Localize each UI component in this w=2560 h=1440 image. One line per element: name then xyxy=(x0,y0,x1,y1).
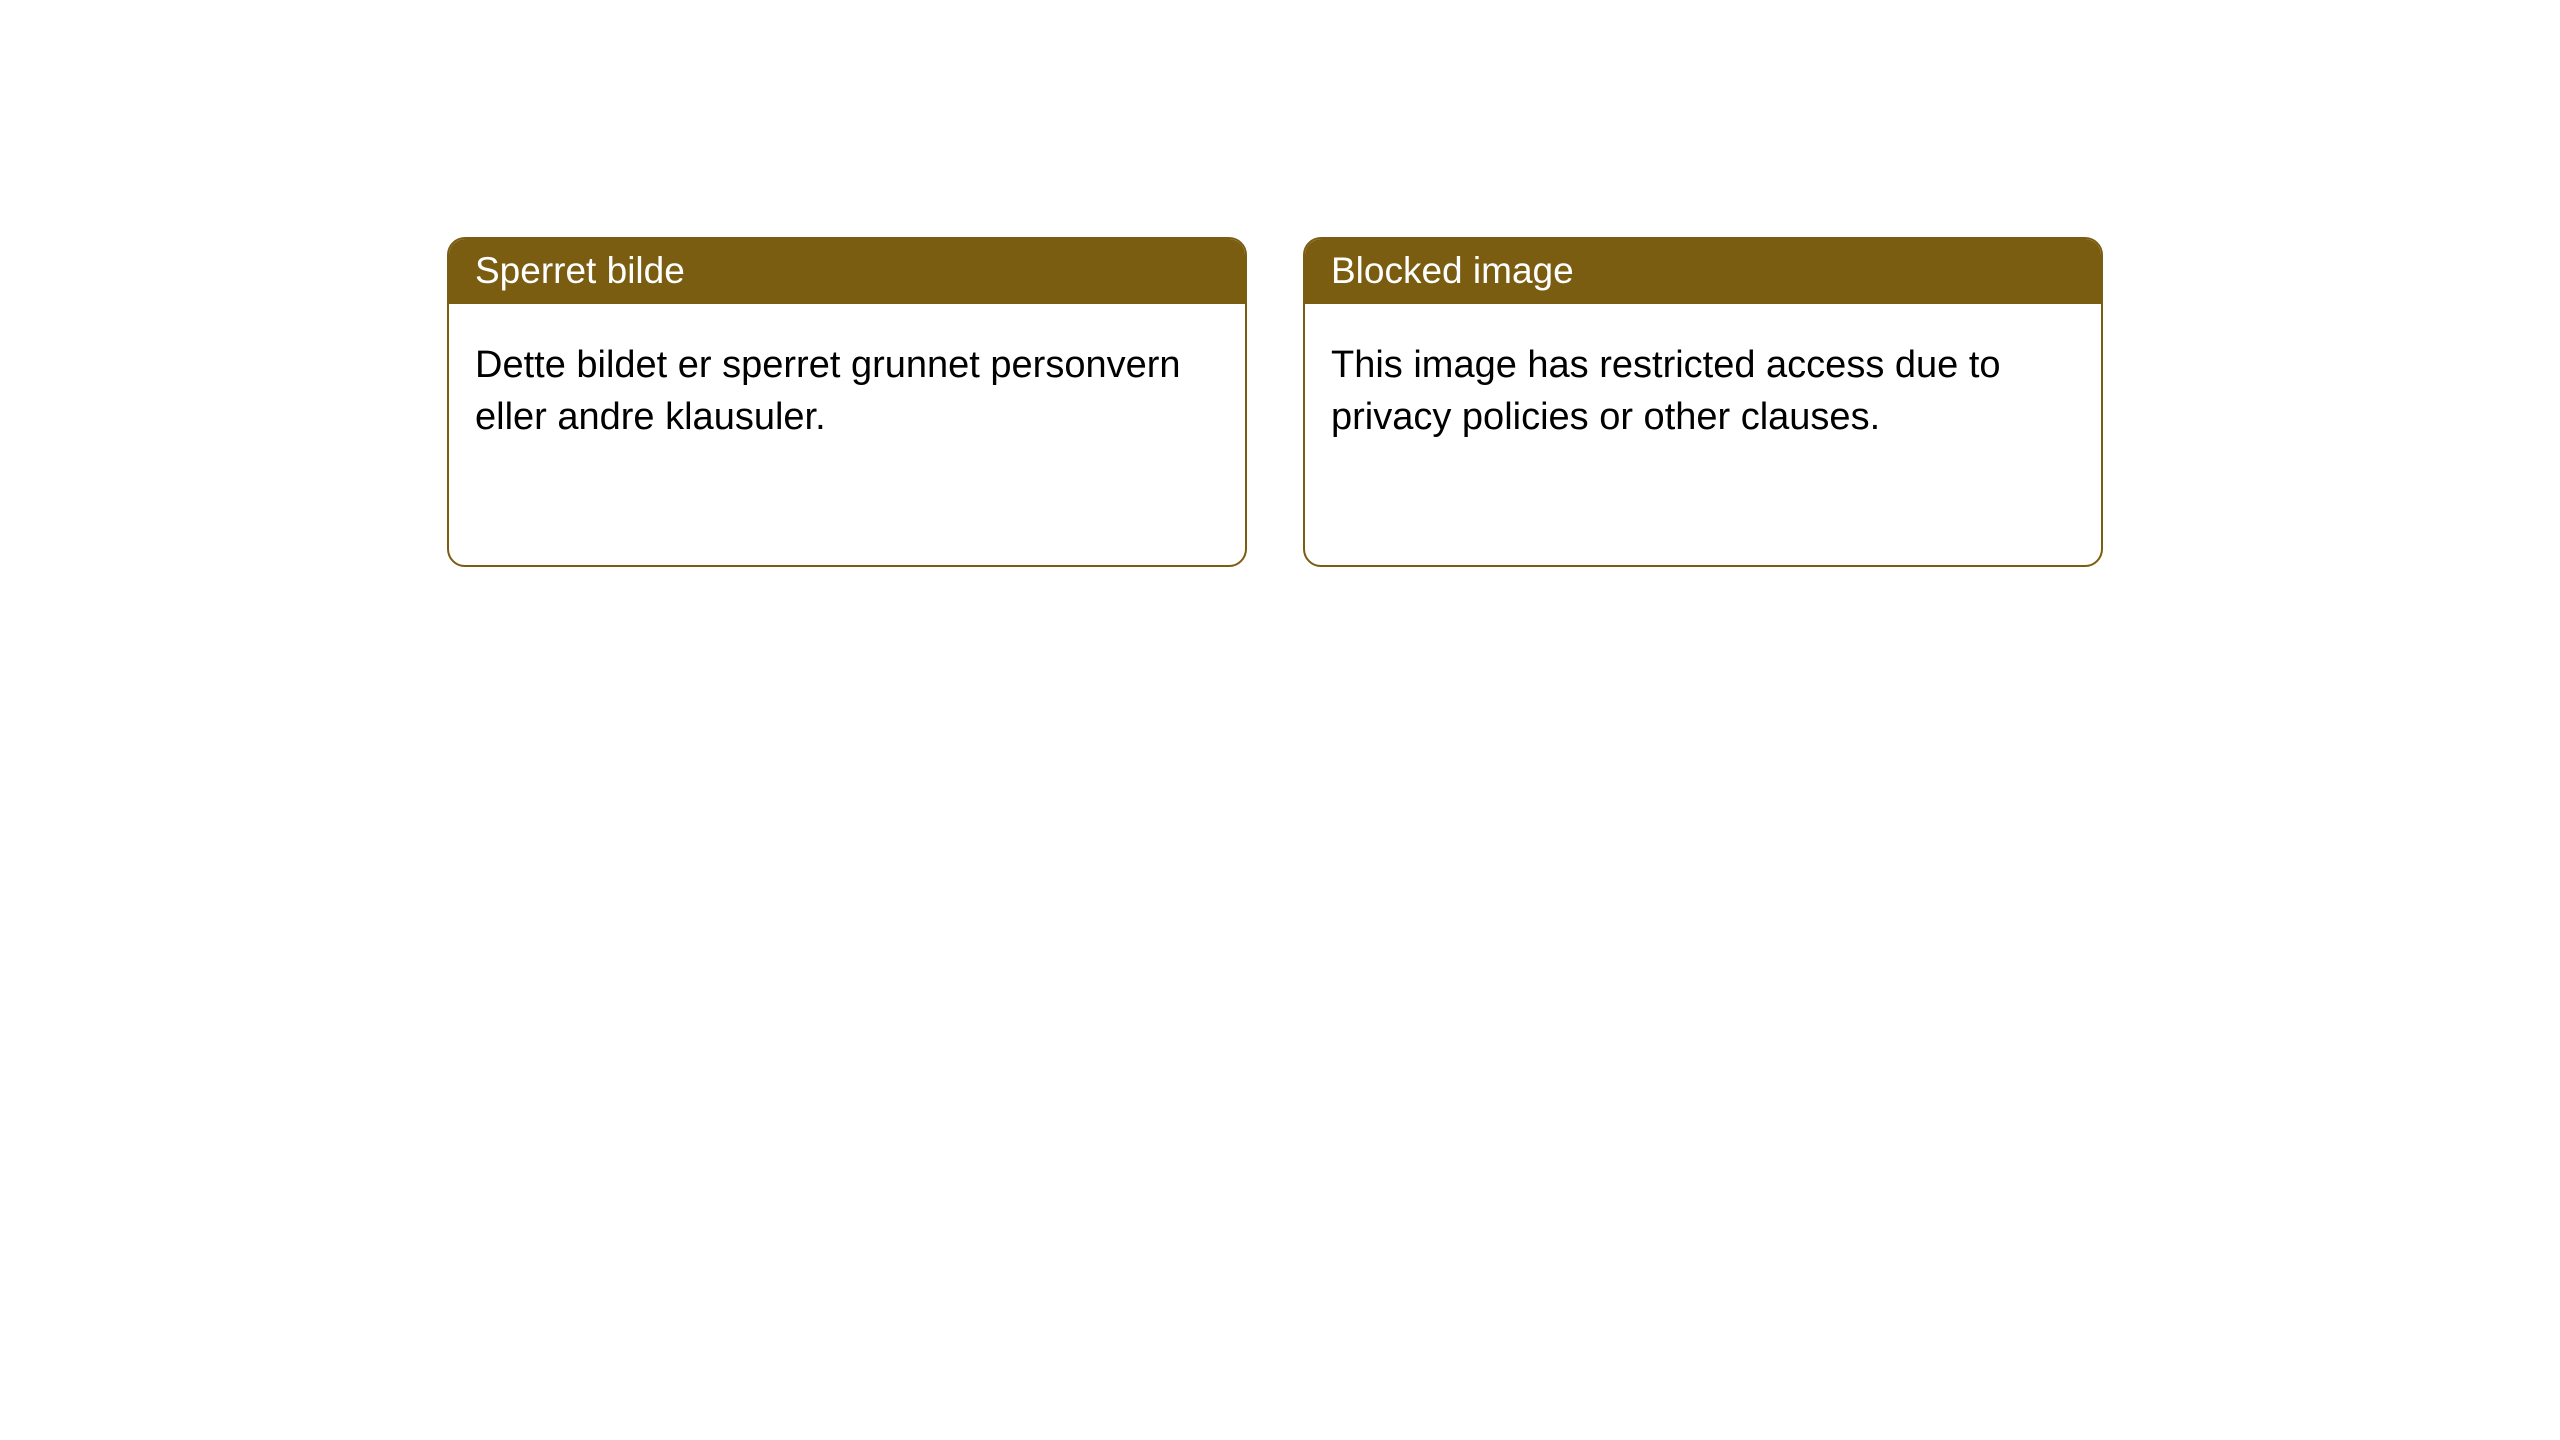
card-body-text: Dette bildet er sperret grunnet personve… xyxy=(475,344,1181,437)
card-title: Sperret bilde xyxy=(475,250,685,291)
card-body: This image has restricted access due to … xyxy=(1305,304,2101,469)
notice-card-norwegian: Sperret bilde Dette bildet er sperret gr… xyxy=(447,237,1247,567)
notice-card-container: Sperret bilde Dette bildet er sperret gr… xyxy=(447,237,2103,567)
card-body-text: This image has restricted access due to … xyxy=(1331,344,2001,437)
card-title: Blocked image xyxy=(1331,250,1574,291)
card-body: Dette bildet er sperret grunnet personve… xyxy=(449,304,1245,469)
card-header: Sperret bilde xyxy=(449,239,1245,304)
card-header: Blocked image xyxy=(1305,239,2101,304)
notice-card-english: Blocked image This image has restricted … xyxy=(1303,237,2103,567)
